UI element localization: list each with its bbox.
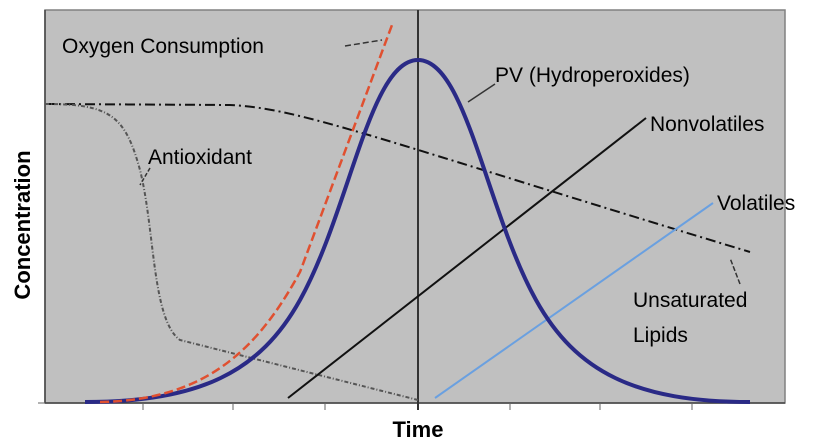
y-axis-label: Concentration [10,150,35,299]
oxygen-curve [99,24,394,404]
nonvolatiles-line [287,117,647,399]
x-ticks [38,402,693,410]
curve-label: Antioxidant [148,146,252,169]
pointer [729,257,741,285]
curve-label: PV (Hydroperoxides) [495,64,690,87]
curve-label: Oxygen Consumption [62,35,264,58]
curve-label: Unsaturated [633,289,747,312]
plot-area [44,9,786,404]
pointer [467,83,496,103]
pointer [139,167,151,186]
curve-label: Volatiles [717,192,795,215]
pv-curve [84,57,751,404]
antioxidant-curve [44,103,419,401]
x-axis-label: Time [393,417,444,442]
volatiles-line [434,202,714,399]
lipids-curve [44,103,751,253]
curve-label: Lipids [633,324,688,347]
pointer [344,39,383,47]
curve-label: Nonvolatiles [650,113,764,136]
